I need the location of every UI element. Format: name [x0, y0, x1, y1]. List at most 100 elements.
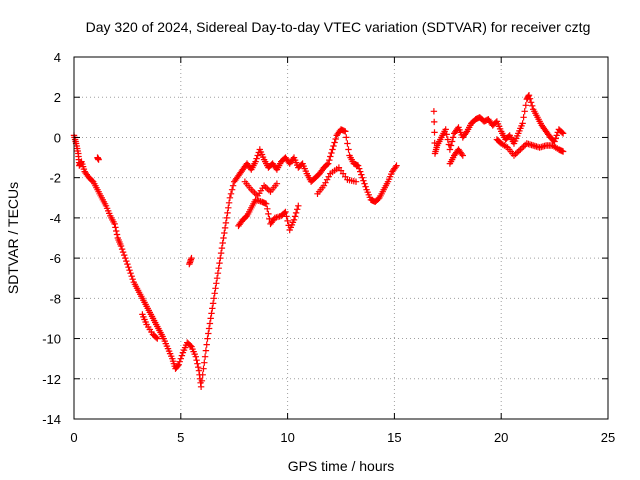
x-axis-label: GPS time / hours [288, 458, 395, 474]
data-point [281, 209, 288, 217]
y-axis-label: SDTVAR / TECUs [5, 182, 21, 294]
data-point [193, 357, 200, 364]
data-point [213, 280, 220, 287]
data-point [192, 353, 199, 360]
data-point [291, 213, 299, 220]
data-point [262, 184, 269, 191]
data-point [253, 155, 260, 162]
data-point [552, 135, 559, 142]
data-point [225, 199, 233, 206]
plot-frame [73, 56, 609, 420]
data-point [329, 146, 336, 153]
y-tick-label: -8 [49, 291, 61, 306]
data-point [128, 273, 135, 280]
series-mid-branch-lower [235, 196, 302, 234]
data-point [345, 146, 352, 153]
axis-ticks [73, 56, 609, 420]
data-point [525, 92, 533, 99]
data-point [111, 220, 118, 228]
data-point [265, 210, 272, 218]
data-point [518, 144, 526, 152]
data-point [119, 248, 127, 256]
data-point [124, 260, 131, 268]
x-tick-label: 5 [177, 430, 184, 445]
data-point [263, 200, 270, 207]
data-point [322, 179, 329, 186]
data-point [448, 138, 456, 145]
series-main-trace [70, 126, 400, 390]
data-point [174, 362, 182, 369]
data-point [95, 156, 102, 163]
data-point [343, 134, 350, 141]
data-point [123, 257, 130, 265]
data-point [342, 128, 349, 135]
data-point [117, 242, 125, 250]
data-point [444, 136, 451, 143]
data-point [273, 180, 281, 187]
data-point [209, 305, 216, 312]
data-point [210, 295, 218, 302]
data-point [330, 142, 337, 150]
data-point [325, 173, 332, 180]
series-mid-branch-upper [241, 164, 360, 199]
data-point [559, 130, 567, 137]
data-point [529, 102, 536, 109]
data-point [213, 275, 221, 282]
data-point [175, 361, 182, 368]
data-point [203, 341, 210, 348]
y-tick-labels: -14 -12 -10 -8 -6 -4 -2 0 2 4 [42, 50, 61, 427]
data-point [332, 135, 339, 143]
data-point [153, 334, 160, 341]
data-point [252, 191, 260, 198]
data-point [522, 102, 529, 109]
data-point [430, 108, 438, 115]
data-point [362, 183, 369, 190]
data-point [222, 219, 230, 227]
data-point [458, 150, 465, 158]
data-point [154, 335, 161, 342]
data-point [217, 249, 225, 257]
data-point [352, 178, 360, 185]
x-tick-label: 10 [280, 430, 294, 445]
data-point [214, 270, 222, 277]
data-point [292, 209, 300, 217]
data-point [526, 95, 534, 102]
data-point [284, 217, 291, 225]
data-point [221, 229, 228, 237]
data-point [125, 264, 132, 271]
data-point [126, 267, 133, 274]
data-point [178, 352, 186, 359]
data-point [283, 213, 290, 220]
y-tick-label: -2 [49, 171, 61, 186]
data-point [264, 205, 271, 212]
data-point [227, 190, 235, 197]
data-point [264, 185, 271, 192]
data-point [392, 163, 399, 171]
data-point [294, 206, 301, 213]
data-point [449, 134, 457, 141]
data-point [462, 129, 470, 137]
x-tick-label: 25 [601, 430, 615, 445]
y-tick-label: -12 [42, 372, 61, 387]
y-tick-label: -4 [49, 211, 61, 226]
data-point [228, 186, 236, 193]
data-point [344, 140, 351, 147]
data-point [113, 231, 121, 238]
data-point [209, 300, 217, 307]
data-point [113, 227, 120, 235]
data-point [207, 315, 214, 322]
data-point [122, 254, 129, 262]
data-point [201, 359, 208, 366]
data-point [515, 147, 522, 155]
data-point [215, 265, 222, 272]
x-tick-label: 15 [387, 430, 401, 445]
data-point [206, 320, 214, 327]
data-point [431, 129, 438, 136]
data-point [295, 202, 302, 209]
y-tick-label: 0 [54, 130, 61, 145]
data-point [201, 353, 209, 360]
data-point [204, 335, 211, 342]
data-point [360, 177, 367, 184]
data-point [197, 383, 205, 390]
data-point [205, 330, 212, 337]
